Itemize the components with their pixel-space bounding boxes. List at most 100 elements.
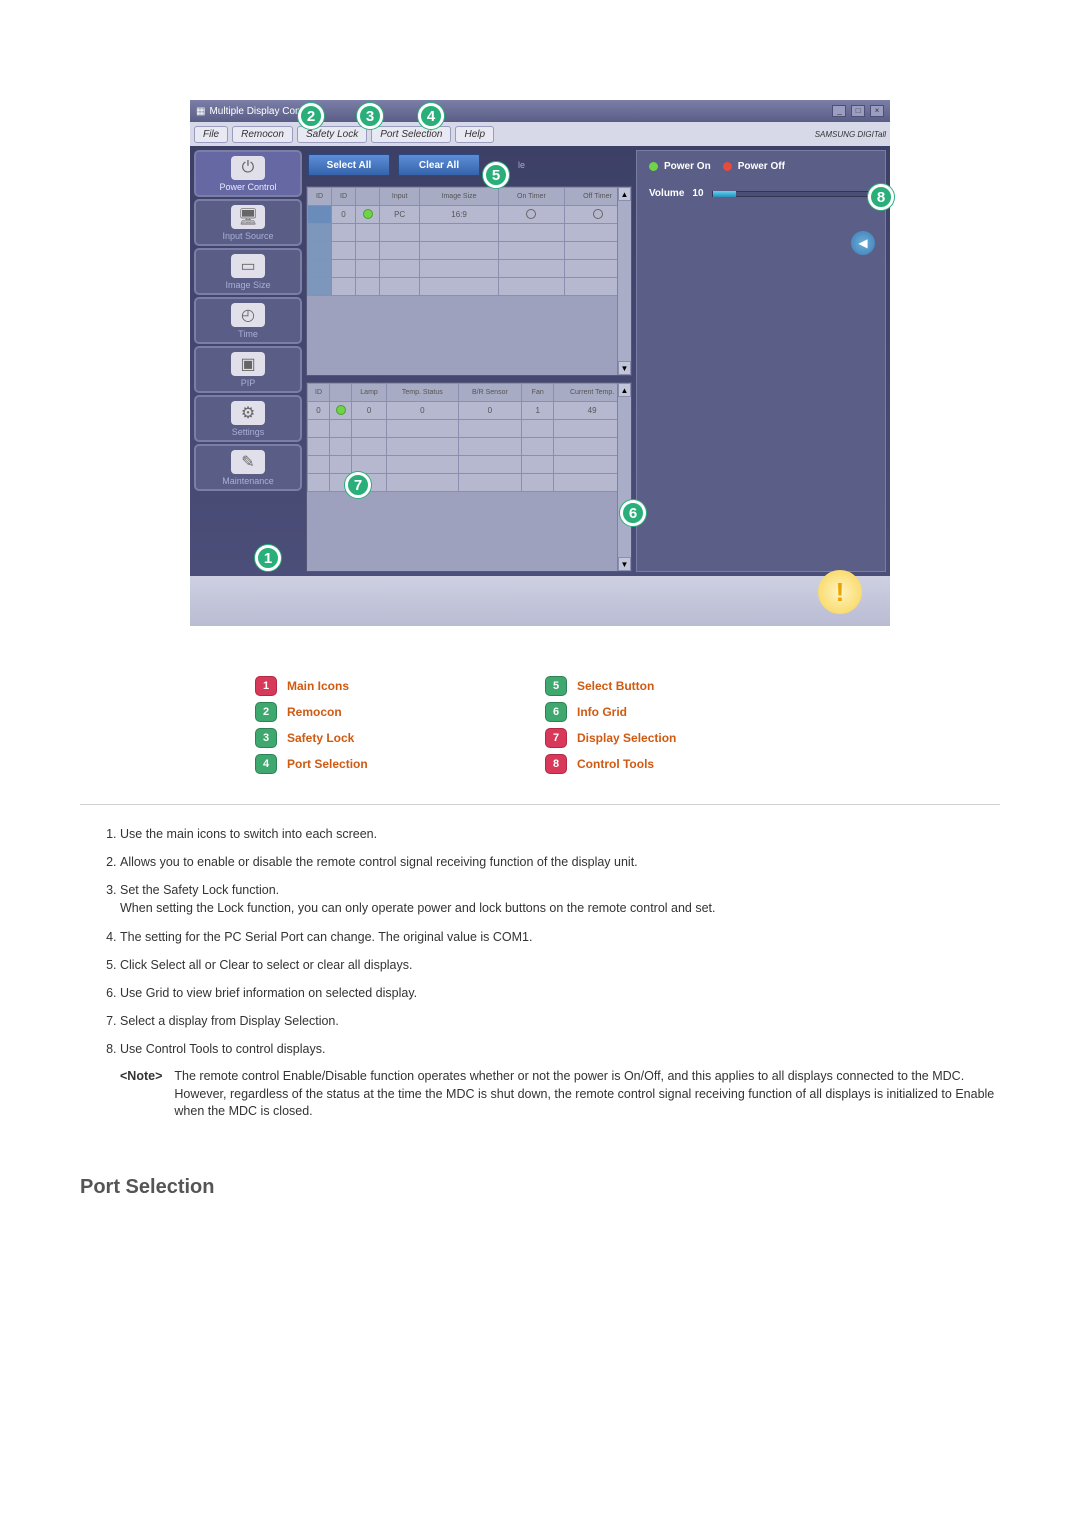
note-body: The remote control Enable/Disable functi… bbox=[174, 1068, 1000, 1121]
menu-port-selection[interactable]: Port Selection bbox=[371, 126, 451, 143]
legend-badge-icon: 3 bbox=[255, 728, 277, 748]
on-timer-icon bbox=[526, 209, 536, 219]
list-item: Select a display from Display Selection. bbox=[120, 1012, 1000, 1030]
cell-id: 0 bbox=[332, 206, 356, 224]
grid-col-id: ID bbox=[308, 188, 332, 206]
scrollbar[interactable]: ▲▼ bbox=[617, 187, 631, 375]
sidebar-item-input-source[interactable]: 🖥 Input Source bbox=[194, 199, 302, 246]
menu-help[interactable]: Help bbox=[455, 126, 494, 143]
scrollbar[interactable]: ▲▼ bbox=[617, 383, 631, 571]
sidebar-item-image-size[interactable]: ▭ Image Size bbox=[194, 248, 302, 295]
legend-badge-icon: 1 bbox=[255, 676, 277, 696]
clear-all-button[interactable]: Clear All bbox=[398, 154, 480, 176]
legend-label: Select Button bbox=[577, 679, 654, 693]
power-on-dot-icon bbox=[649, 162, 658, 171]
maintenance-icon: ✎ bbox=[231, 450, 265, 474]
bubble-3: 3 bbox=[357, 103, 383, 129]
window-controls: _ □ × bbox=[830, 105, 884, 117]
list-item: The setting for the PC Serial Port can c… bbox=[120, 928, 1000, 946]
body-area: ⏻ Power Control 🖥 Input Source ▭ Image S… bbox=[190, 146, 890, 576]
sidebar-label: Input Source bbox=[222, 231, 273, 241]
sidebar-label: PIP bbox=[241, 378, 256, 388]
col-br-sensor: B/R Sensor bbox=[458, 384, 522, 402]
status-dot-icon bbox=[336, 405, 346, 415]
speaker-icon[interactable]: ◀ bbox=[851, 231, 875, 255]
info-grid: ID ID Input Image Size On Timer Off Time… bbox=[306, 186, 632, 376]
control-tools-pane: Power On Power Off Volume 10 bbox=[636, 150, 886, 572]
sidebar-label: Settings bbox=[232, 427, 265, 437]
grid-col-input: Input bbox=[380, 188, 420, 206]
sidebar-label: Time bbox=[238, 329, 258, 339]
alert-icon: ! bbox=[818, 570, 862, 614]
bubble-7: 7 bbox=[345, 472, 371, 498]
col-fan: Fan bbox=[522, 384, 554, 402]
input-source-icon: 🖥 bbox=[231, 205, 265, 229]
power-off-button[interactable]: Power Off bbox=[723, 161, 785, 172]
list-item: Use Control Tools to control displays. bbox=[120, 1040, 1000, 1058]
trail-text: le bbox=[518, 160, 525, 170]
grid-row[interactable]: 0 PC 16:9 bbox=[308, 206, 631, 224]
note-label: <Note> bbox=[120, 1068, 162, 1121]
sidebar-label: Image Size bbox=[225, 280, 270, 290]
volume-slider[interactable] bbox=[712, 191, 873, 197]
title-bar: ▦ Multiple Display Control _ □ × bbox=[190, 100, 890, 122]
cell-sensor: 0 bbox=[458, 402, 522, 420]
col-blank bbox=[330, 384, 352, 402]
minimize-icon[interactable]: _ bbox=[832, 105, 846, 117]
list-item: Click Select all or Clear to select or c… bbox=[120, 956, 1000, 974]
status-bar: ! bbox=[190, 576, 890, 626]
center-pane: Select All Clear All le ID ID Input bbox=[306, 150, 632, 572]
cell-temp: 0 bbox=[387, 402, 459, 420]
select-buttons: Select All Clear All le bbox=[306, 150, 632, 180]
cell-size: 16:9 bbox=[420, 206, 498, 224]
sidebar-item-pip[interactable]: ▣ PIP bbox=[194, 346, 302, 393]
bubble-2: 2 bbox=[298, 103, 324, 129]
grid-col-blank bbox=[356, 188, 380, 206]
sidebar-label: Power Control bbox=[219, 182, 276, 192]
sidebar-item-time[interactable]: ◴ Time bbox=[194, 297, 302, 344]
grid-col-image-size: Image Size bbox=[420, 188, 498, 206]
legend-label: Safety Lock bbox=[287, 731, 354, 745]
maximize-icon[interactable]: □ bbox=[851, 105, 865, 117]
divider bbox=[80, 804, 1000, 805]
pip-icon: ▣ bbox=[231, 352, 265, 376]
note: <Note> The remote control Enable/Disable… bbox=[80, 1068, 1000, 1121]
legend: 1Main Icons 5Select Button 2Remocon 6Inf… bbox=[255, 676, 825, 774]
off-timer-icon bbox=[593, 209, 603, 219]
cell-id: 0 bbox=[308, 402, 330, 420]
legend-label: Control Tools bbox=[577, 757, 654, 771]
sidebar-item-settings[interactable]: ⚙ Settings bbox=[194, 395, 302, 442]
legend-label: Port Selection bbox=[287, 757, 368, 771]
list-item: Allows you to enable or disable the remo… bbox=[120, 853, 1000, 871]
sidebar: ⏻ Power Control 🖥 Input Source ▭ Image S… bbox=[194, 150, 302, 572]
legend-badge-icon: 7 bbox=[545, 728, 567, 748]
power-on-button[interactable]: Power On bbox=[649, 161, 711, 172]
legend-label: Remocon bbox=[287, 705, 342, 719]
list-item: Set the Safety Lock function. When setti… bbox=[120, 881, 1000, 917]
menu-file[interactable]: File bbox=[194, 126, 228, 143]
legend-badge-icon: 6 bbox=[545, 702, 567, 722]
grid-col-on-timer: On Timer bbox=[498, 188, 564, 206]
grid-row[interactable]: 0 0 0 0 1 49 bbox=[308, 402, 631, 420]
sidebar-item-power-control[interactable]: ⏻ Power Control bbox=[194, 150, 302, 197]
select-all-button[interactable]: Select All bbox=[308, 154, 390, 176]
power-off-dot-icon bbox=[723, 162, 732, 171]
close-icon[interactable]: × bbox=[870, 105, 884, 117]
legend-badge-icon: 4 bbox=[255, 754, 277, 774]
col-lamp: Lamp bbox=[352, 384, 387, 402]
legend-badge-icon: 2 bbox=[255, 702, 277, 722]
volume-value: 10 bbox=[692, 188, 703, 199]
menu-bar: File Remocon Safety Lock Port Selection … bbox=[190, 122, 890, 146]
menu-remocon[interactable]: Remocon bbox=[232, 126, 293, 143]
sidebar-item-maintenance[interactable]: ✎ Maintenance bbox=[194, 444, 302, 491]
bubble-1: 1 bbox=[255, 545, 281, 571]
description-list: Use the main icons to switch into each s… bbox=[80, 825, 1000, 1058]
legend-badge-icon: 8 bbox=[545, 754, 567, 774]
col-id: ID bbox=[308, 384, 330, 402]
legend-label: Display Selection bbox=[577, 731, 676, 745]
app-icon: ▦ bbox=[196, 106, 205, 117]
col-temp-status: Temp. Status bbox=[387, 384, 459, 402]
bubble-8: 8 bbox=[868, 184, 894, 210]
settings-icon: ⚙ bbox=[231, 401, 265, 425]
legend-badge-icon: 5 bbox=[545, 676, 567, 696]
